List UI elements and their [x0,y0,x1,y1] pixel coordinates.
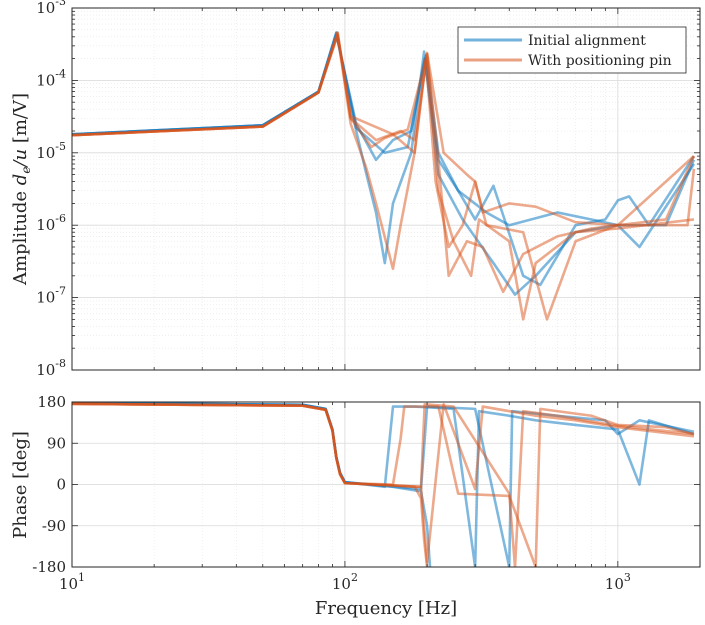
amp-series-line [72,31,695,321]
phase-y-tick-label: 180 [37,393,66,411]
amplitude-y-tick-labels: 10-8 10-7 10-6 10-5 10-4 10-3 [36,0,66,379]
legend: Initial alignment With positioning pin [457,26,687,74]
phase-y-axis-label: Phase [deg] [10,431,31,539]
phase-y-tick-label: 90 [47,434,66,452]
phase-y-tick-label: 0 [56,476,66,494]
legend-box [457,26,687,74]
phase-y-tick-label: -180 [32,558,66,576]
x-tick-labels: 101 102 103 [59,571,631,593]
x-tick-label: 101 [59,571,85,593]
x-tick-label: 103 [605,571,631,593]
x-axis-label: Frequency [Hz] [315,598,457,619]
amplitude-y-axis-label: Amplitude de/u [m/V] [10,93,33,286]
amp-y-tick-label: 10-5 [36,140,66,162]
amp-y-tick-label: 10-7 [36,285,66,307]
phase-y-tick-labels: -180 -90 0 90 180 [32,393,66,576]
amp-y-tick-label: 10-3 [36,0,66,17]
legend-label-with-positioning-pin: With positioning pin [528,53,672,69]
phase-y-tick-label: -90 [42,517,66,535]
phase-panel: -180 -90 0 90 180 Phase [deg] [10,393,701,576]
amplitude-panel: 10-8 10-7 10-6 10-5 10-4 10-3 Amplitude de/u … [10,0,701,379]
phase-series [72,402,695,567]
x-tick-label: 102 [332,571,358,593]
amplitude-series [72,31,696,321]
amplitude-frame [71,7,701,371]
amplitude-ticks [71,7,701,371]
legend-label-initial-alignment: Initial alignment [528,33,646,49]
phase-series-line [72,402,695,567]
phase-ticks [71,401,701,568]
amp-y-tick-label: 10-4 [36,67,66,89]
amp-y-tick-label: 10-6 [36,212,66,234]
amp-y-tick-label: 10-8 [36,357,66,379]
